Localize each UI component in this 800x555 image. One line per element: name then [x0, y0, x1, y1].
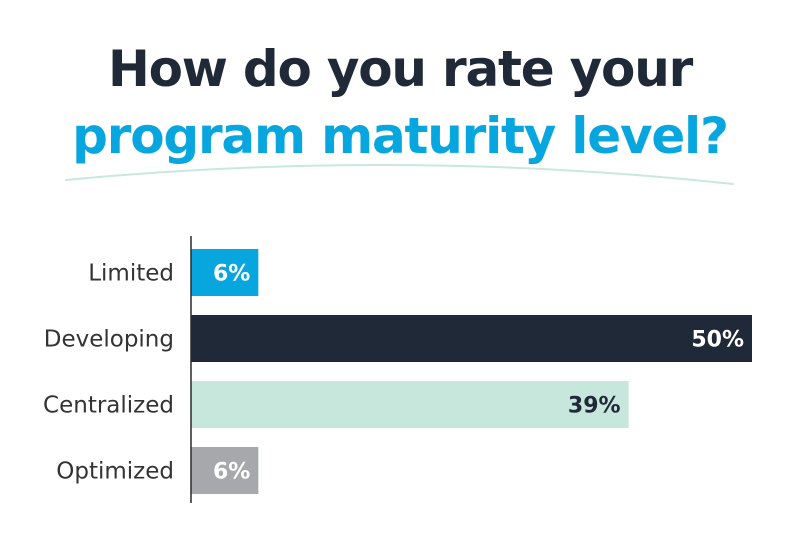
- title-underline: [65, 163, 734, 185]
- category-label-optimized: Optimized: [56, 459, 174, 485]
- bars-group: [191, 249, 752, 494]
- category-label-limited: Limited: [88, 261, 174, 287]
- value-label-centralized: 39%: [568, 394, 621, 419]
- category-label-developing: Developing: [44, 327, 174, 353]
- bar-centralized: [191, 381, 629, 428]
- category-labels-group: Limited Developing Centralized Optimized: [43, 261, 174, 485]
- bar-optimized: [191, 447, 259, 494]
- value-label-developing: 50%: [691, 328, 744, 353]
- value-label-optimized: 6%: [213, 460, 250, 485]
- title-line-2: program maturity level?: [72, 107, 729, 165]
- bar-limited: [191, 249, 259, 296]
- value-labels-group: 6% 50% 39% 6%: [213, 262, 744, 485]
- category-label-centralized: Centralized: [43, 393, 174, 419]
- title-line-1: How do you rate your: [107, 40, 693, 98]
- bar-developing: [191, 315, 752, 362]
- value-label-limited: 6%: [213, 262, 250, 287]
